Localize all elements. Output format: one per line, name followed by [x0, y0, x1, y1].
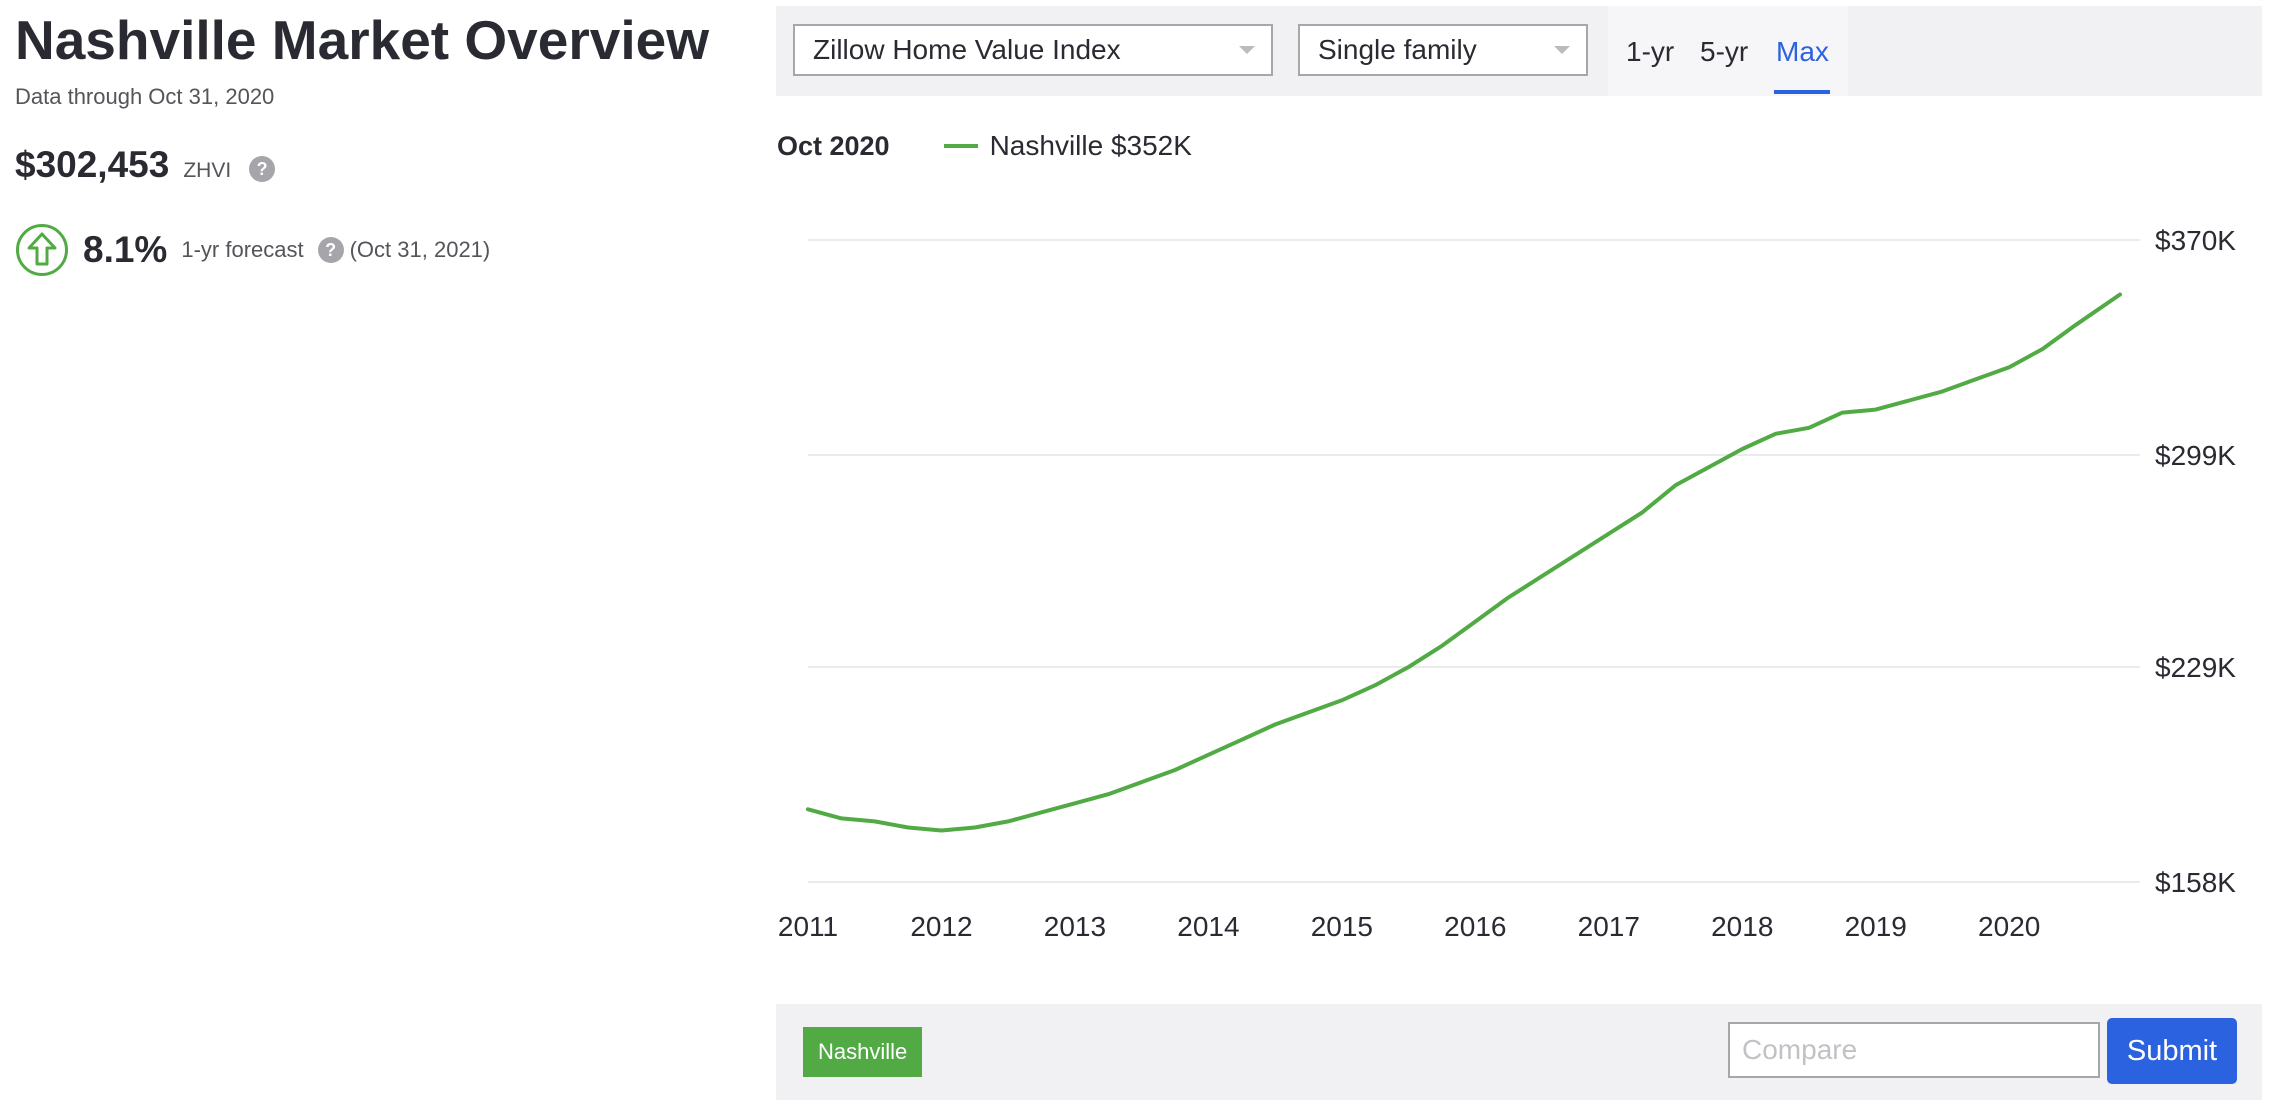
forecast-date: (Oct 31, 2021)	[349, 237, 491, 262]
data-point	[1441, 645, 1442, 646]
data-point	[1942, 391, 1943, 392]
data-point	[1275, 724, 1276, 725]
data-point	[1575, 554, 1576, 555]
x-tick-label: 2012	[910, 911, 972, 942]
active-tab-indicator	[1774, 90, 1830, 94]
chart-toolbar: Zillow Home Value Index Single family 1-…	[776, 6, 2262, 96]
legend-date: Oct 2020	[777, 130, 890, 161]
data-point	[941, 830, 942, 831]
y-tick-label: $299K	[2155, 440, 2236, 471]
compare-input[interactable]	[1728, 1022, 2100, 1078]
data-point	[841, 818, 842, 819]
y-tick-label: $158K	[2155, 867, 2236, 898]
data-point	[1975, 379, 1976, 380]
data-point	[1608, 533, 1609, 534]
data-point	[1074, 803, 1075, 804]
data-point	[1675, 485, 1676, 486]
data-point	[1341, 700, 1342, 701]
x-tick-label: 2019	[1845, 911, 1907, 942]
data-point	[2075, 324, 2076, 325]
metric-select[interactable]: Zillow Home Value Index	[793, 24, 1273, 76]
data-point	[1108, 794, 1109, 795]
data-point	[1508, 597, 1509, 598]
chevron-down-icon	[1239, 46, 1255, 54]
data-point	[1542, 576, 1543, 577]
x-tick-label: 2014	[1177, 911, 1239, 942]
data-point	[1208, 754, 1209, 755]
x-tick-label: 2018	[1711, 911, 1773, 942]
data-point	[2119, 294, 2120, 295]
data-point	[1642, 512, 1643, 513]
zhvi-summary: $302,453 ZHVI ?	[15, 144, 276, 186]
tab-max[interactable]: Max	[1776, 36, 1829, 67]
submit-button[interactable]: Submit	[2107, 1018, 2237, 1084]
data-point	[1141, 782, 1142, 783]
x-tick-label: 2013	[1044, 911, 1106, 942]
data-through-date: Data through Oct 31, 2020	[15, 84, 275, 109]
x-tick-label: 2015	[1311, 911, 1373, 942]
x-tick-label: 2020	[1978, 911, 2040, 942]
forecast-label: 1-yr forecast	[181, 237, 304, 262]
data-point	[1375, 685, 1376, 686]
arrow-up-circle-icon	[16, 224, 68, 276]
home-type-select[interactable]: Single family	[1298, 24, 1588, 76]
data-point	[1041, 812, 1042, 813]
data-point	[1909, 400, 1910, 401]
data-point	[908, 827, 909, 828]
data-point	[808, 809, 809, 810]
zhvi-value: $302,453	[15, 144, 170, 185]
data-point	[1241, 739, 1242, 740]
data-point	[1775, 433, 1776, 434]
metric-select-value: Zillow Home Value Index	[813, 34, 1121, 65]
legend-series-label: Nashville $352K	[989, 130, 1192, 161]
data-point	[874, 821, 875, 822]
x-tick-label: 2011	[778, 911, 838, 942]
data-point	[1408, 666, 1409, 667]
x-tick-label: 2016	[1444, 911, 1506, 942]
legend-swatch	[943, 144, 978, 148]
data-point	[2009, 367, 2010, 368]
forecast-summary: 8.1% 1-yr forecast ? (Oct 31, 2021)	[15, 222, 490, 278]
zhvi-label: ZHVI	[183, 159, 232, 182]
data-point	[974, 827, 975, 828]
zhvi-help-icon[interactable]: ?	[249, 156, 276, 182]
x-tick-label: 2017	[1578, 911, 1640, 942]
range-tabs: 1-yr 5-yr Max	[1608, 6, 1848, 96]
y-tick-label: $229K	[2155, 652, 2236, 683]
data-point	[1875, 409, 1876, 410]
data-point	[1842, 412, 1843, 413]
series-line-nashville	[806, 292, 2122, 833]
forecast-help-icon[interactable]: ?	[317, 237, 344, 263]
data-point	[1809, 427, 1810, 428]
tab-5-yr[interactable]: 5-yr	[1700, 36, 1749, 67]
compare-bar: Nashville Submit	[776, 1004, 2262, 1100]
y-tick-label: $370K	[2155, 225, 2236, 256]
tab-1-yr[interactable]: 1-yr	[1626, 36, 1675, 67]
chart-legend: Oct 2020 Nashville $352K	[777, 128, 1192, 164]
data-point	[1008, 821, 1009, 822]
data-point	[1708, 467, 1709, 468]
region-tag-nashville[interactable]: Nashville	[803, 1027, 923, 1077]
data-point	[1175, 769, 1176, 770]
chevron-down-icon	[1554, 46, 1570, 54]
page-title: Nashville Market Overview	[15, 9, 709, 71]
data-point	[2042, 349, 2043, 350]
forecast-value: 8.1%	[83, 229, 168, 270]
data-point	[1308, 712, 1309, 713]
home-type-select-value: Single family	[1318, 34, 1477, 65]
data-point	[1742, 448, 1743, 449]
data-point	[1475, 621, 1476, 622]
